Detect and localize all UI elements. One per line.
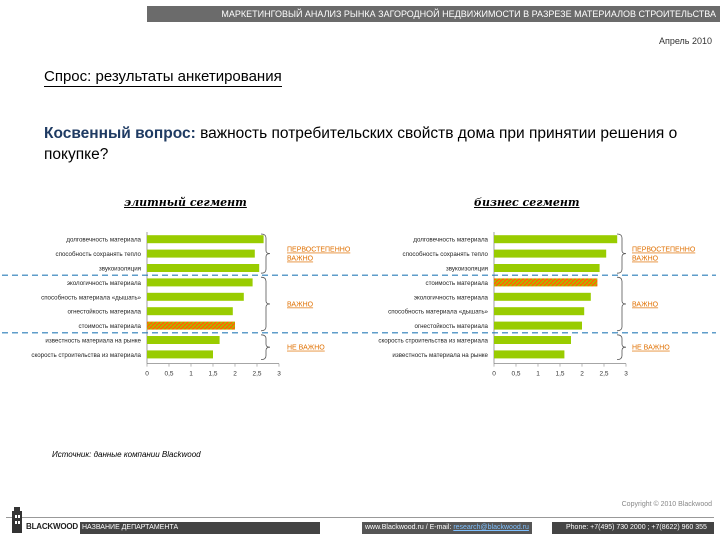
question-text: Косвенный вопрос: важность потребительск… bbox=[44, 123, 684, 165]
bar-business bbox=[494, 235, 618, 244]
category-label-elite: звукоизоляция bbox=[99, 266, 141, 273]
bar-business bbox=[494, 307, 585, 316]
x-tick-label-business: 0,5 bbox=[511, 371, 520, 378]
copyright: Copyright © 2010 Blackwood bbox=[621, 501, 712, 508]
x-tick-label-business: 1,5 bbox=[555, 371, 564, 378]
group-label-business: НЕ ВАЖНО bbox=[632, 345, 670, 352]
group-label-elite: ПЕРВОСТЕПЕННО bbox=[287, 247, 351, 254]
bar-business bbox=[494, 292, 591, 301]
bar-business bbox=[494, 249, 607, 258]
group-label-elite: ВАЖНО bbox=[287, 256, 314, 263]
x-tick-label-elite: 2 bbox=[233, 371, 237, 378]
category-label-business: скорость строительства из материала bbox=[378, 338, 488, 345]
header-title-bar: МАРКЕТИНГОВЫЙ АНАЛИЗ РЫНКА ЗАГОРОДНОЙ НЕ… bbox=[147, 6, 720, 22]
category-label-elite: способность материала «дышать» bbox=[41, 294, 141, 301]
category-label-elite: огнестойкость материала bbox=[67, 309, 141, 316]
question-rest: важность потребительских свойств дома пр… bbox=[44, 125, 678, 163]
section-title-text: Спрос: результаты анкетирования bbox=[44, 68, 282, 87]
group-label-elite: ВАЖНО bbox=[287, 302, 314, 309]
bar-business bbox=[494, 264, 600, 272]
question-bold: Косвенный вопрос: bbox=[44, 125, 196, 142]
x-tick-label-elite: 2,5 bbox=[252, 371, 261, 378]
group-label-business: ПЕРВОСТЕПЕННО bbox=[632, 247, 696, 254]
logo-text: BLACKWOOD bbox=[26, 522, 78, 531]
bar-business bbox=[494, 350, 565, 359]
category-label-elite: скорость строительства из материала bbox=[31, 352, 141, 359]
bar-elite bbox=[147, 264, 260, 272]
category-label-elite: долговечность материала bbox=[66, 237, 141, 244]
group-bracket-business bbox=[616, 334, 627, 360]
bar-elite bbox=[147, 249, 255, 258]
category-label-elite: известность материала на рынке bbox=[45, 338, 141, 345]
section-title: Спрос: результаты анкетирования bbox=[44, 68, 282, 87]
x-tick-label-elite: 1 bbox=[189, 371, 193, 378]
footer-web: www.Blackwood.ru / E-mail: research@blac… bbox=[362, 522, 532, 534]
bar-business bbox=[494, 278, 598, 287]
bar-elite bbox=[147, 278, 253, 287]
chart-title-business: бизнес сегмент bbox=[474, 196, 580, 209]
x-tick-label-elite: 1,5 bbox=[208, 371, 217, 378]
category-label-business: долговечность материала bbox=[413, 237, 488, 244]
category-label-elite: стоимость материала bbox=[79, 323, 142, 330]
chart-title-elite: элитный сегмент bbox=[124, 196, 247, 209]
bar-elite bbox=[147, 235, 264, 244]
x-tick-label-elite: 0,5 bbox=[164, 371, 173, 378]
category-label-business: способность материала «дышать» bbox=[388, 309, 488, 316]
bar-business bbox=[494, 321, 582, 330]
x-tick-label-business: 2,5 bbox=[599, 371, 608, 378]
blackwood-logo-icon bbox=[12, 507, 22, 533]
group-bracket-elite bbox=[260, 334, 271, 360]
x-tick-label-business: 0 bbox=[492, 371, 496, 378]
x-tick-label-elite: 0 bbox=[145, 371, 149, 378]
category-label-business: стоимость материала bbox=[426, 280, 489, 287]
category-label-elite: способность сохранять тепло bbox=[56, 251, 142, 258]
footer-phones: Phone: +7(495) 730 2000 ; +7(8622) 960 3… bbox=[552, 522, 714, 534]
group-label-business: ВАЖНО bbox=[632, 302, 659, 309]
group-label-elite: НЕ ВАЖНО bbox=[287, 345, 325, 352]
x-tick-label-business: 3 bbox=[624, 371, 628, 378]
category-label-business: огнестойкость материала bbox=[414, 323, 488, 330]
bar-elite bbox=[147, 350, 213, 359]
bar-elite bbox=[147, 307, 233, 316]
x-tick-label-business: 1 bbox=[536, 371, 540, 378]
bar-business bbox=[494, 336, 571, 344]
department-name: НАЗВАНИЕ ДЕПАРТАМЕНТА bbox=[80, 522, 320, 534]
category-label-business: способность сохранять тепло bbox=[403, 251, 489, 258]
group-label-business: ВАЖНО bbox=[632, 256, 659, 263]
source-note: Источник: данные компании Blackwood bbox=[52, 450, 201, 459]
category-label-business: известность материала на рынке bbox=[392, 352, 488, 359]
group-bracket-business bbox=[616, 276, 627, 332]
report-date: Апрель 2010 bbox=[658, 36, 712, 46]
x-tick-label-elite: 3 bbox=[277, 371, 281, 378]
group-bracket-business bbox=[616, 233, 627, 274]
category-label-business: звукоизоляция bbox=[446, 266, 488, 273]
bar-elite bbox=[147, 292, 244, 301]
group-bracket-elite bbox=[260, 276, 271, 332]
category-label-elite: экологичность материала bbox=[67, 280, 142, 287]
bar-elite bbox=[147, 336, 220, 344]
footer-divider bbox=[6, 517, 714, 518]
footer-web-text: www.Blackwood.ru / E-mail: bbox=[365, 524, 454, 531]
bar-elite bbox=[147, 321, 235, 330]
charts-svg: долговечность материала способность сохра… bbox=[2, 232, 716, 378]
x-tick-label-business: 2 bbox=[580, 371, 584, 378]
category-label-business: экологичность материала bbox=[414, 294, 489, 301]
group-bracket-elite bbox=[260, 233, 271, 274]
footer-email-link[interactable]: research@blackwood.ru bbox=[453, 524, 529, 531]
